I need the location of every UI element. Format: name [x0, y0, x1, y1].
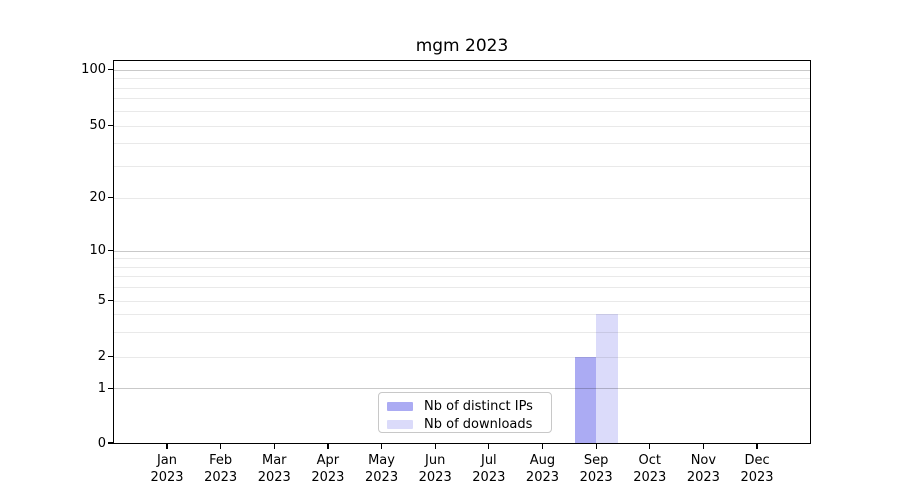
legend-swatch-downloads: [387, 419, 413, 429]
x-tick-month: Oct: [638, 452, 661, 468]
plot-spine-top: [113, 59, 811, 61]
x-tick-year: 2023: [150, 470, 184, 485]
x-tick-mark: [166, 444, 168, 449]
x-tick-label: Mar 2023: [242, 452, 306, 487]
x-tick-mark: [327, 444, 329, 449]
y-gridline-minor: [114, 276, 810, 278]
x-tick-year: 2023: [525, 470, 560, 485]
x-tick-label: Nov 2023: [671, 452, 735, 487]
y-tick-label: 100: [81, 62, 106, 77]
x-tick-label: Oct 2023: [618, 452, 682, 487]
y-gridline-major: [114, 388, 810, 390]
legend-label-downloads: Nb of downloads: [424, 416, 533, 432]
x-tick-year: 2023: [257, 470, 291, 485]
y-tick-label: 2: [97, 349, 106, 365]
x-tick-label: Jun 2023: [403, 452, 467, 487]
x-tick-year: 2023: [740, 470, 774, 485]
x-tick-year: 2023: [204, 470, 238, 485]
x-tick-mark: [756, 444, 758, 449]
x-tick-month: Nov: [690, 452, 717, 468]
x-tick-month: Jan: [156, 452, 178, 468]
x-tick-label: Aug 2023: [510, 452, 574, 487]
y-tick-label: 0: [97, 435, 106, 451]
x-tick-mark: [488, 444, 490, 449]
x-tick-month: Feb: [209, 452, 233, 468]
y-gridline-minor: [114, 287, 810, 289]
x-tick-mark: [434, 444, 436, 449]
x-tick-year: 2023: [311, 470, 345, 485]
plot-spine-bottom: [113, 443, 811, 445]
plot-area: [113, 59, 811, 445]
y-gridline-minor: [114, 266, 810, 268]
y-gridline-minor: [114, 197, 810, 199]
y-gridline-minor: [114, 356, 810, 358]
y-gridline-minor: [114, 110, 810, 112]
x-tick-month: Jul: [480, 452, 497, 468]
y-tick-mark: [108, 197, 113, 199]
x-tick-label: Feb 2023: [189, 452, 253, 487]
y-gridline-minor: [114, 314, 810, 316]
y-gridline-minor: [114, 78, 810, 80]
y-gridline-minor: [114, 165, 810, 167]
x-tick-month: Mar: [262, 452, 287, 468]
y-tick-mark: [108, 387, 113, 389]
x-tick-mark: [649, 444, 651, 449]
x-tick-mark: [541, 444, 544, 449]
x-tick-label: Jan 2023: [135, 452, 199, 487]
y-gridline-minor: [114, 98, 810, 100]
y-tick-label: 50: [89, 118, 106, 134]
x-tick-label: Sep 2023: [564, 452, 628, 487]
x-tick-mark: [595, 444, 597, 449]
x-tick-mark: [220, 444, 222, 449]
x-tick-label: May 2023: [350, 452, 414, 487]
chart-title: mgm 2023: [415, 36, 509, 56]
x-tick-mark: [702, 444, 704, 449]
y-tick-label: 5: [97, 293, 106, 308]
x-tick-label: Apr 2023: [296, 452, 360, 487]
y-gridline-minor: [114, 331, 810, 333]
x-tick-mark: [273, 444, 275, 449]
x-tick-month: Dec: [744, 452, 770, 468]
x-tick-label: Jul 2023: [457, 452, 521, 487]
y-axis-spine: [113, 59, 115, 445]
x-tick-month: May: [368, 452, 395, 468]
legend-swatch-distinct-ips: [387, 401, 413, 411]
x-tick-mark: [380, 444, 383, 449]
y-tick-mark: [108, 125, 113, 127]
x-tick-year: 2023: [472, 470, 506, 485]
x-tick-month: Apr: [316, 452, 340, 468]
y-tick-label: 20: [89, 190, 106, 206]
legend: Nb of distinct IPs Nb of downloads: [378, 392, 552, 433]
x-tick-month: Sep: [583, 452, 609, 468]
x-tick-month: Jun: [425, 452, 446, 468]
y-tick-mark: [108, 356, 113, 358]
bar-distinct-ips-sep: [574, 356, 597, 443]
y-gridline-minor: [114, 258, 810, 260]
y-tick-mark: [108, 249, 113, 252]
x-tick-label: Dec 2023: [725, 452, 789, 487]
y-tick-label: 10: [89, 243, 106, 258]
y-tick-mark: [108, 299, 113, 302]
y-tick-mark: [108, 68, 113, 71]
y-gridline-minor: [114, 125, 810, 127]
legend-entry-distinct-ips: Nb of distinct IPs: [387, 397, 543, 415]
x-tick-month: Aug: [529, 452, 556, 468]
y-gridline-minor: [114, 143, 810, 145]
x-tick-year: 2023: [633, 470, 667, 485]
x-tick-year: 2023: [686, 470, 720, 485]
y-gridline-major: [114, 250, 810, 252]
y-gridline-minor: [114, 300, 810, 302]
y-gridline-minor: [114, 87, 810, 89]
bar-downloads-sep: [596, 314, 618, 443]
plot-spine-right: [809, 59, 811, 445]
legend-entry-downloads: Nb of downloads: [387, 415, 543, 433]
y-tick-mark: [108, 442, 113, 444]
legend-label-distinct-ips: Nb of distinct IPs: [424, 398, 533, 414]
x-tick-year: 2023: [365, 470, 399, 485]
x-tick-year: 2023: [418, 470, 452, 485]
x-tick-year: 2023: [579, 470, 613, 485]
y-gridline-major: [114, 69, 810, 71]
y-tick-label: 1: [97, 380, 106, 396]
